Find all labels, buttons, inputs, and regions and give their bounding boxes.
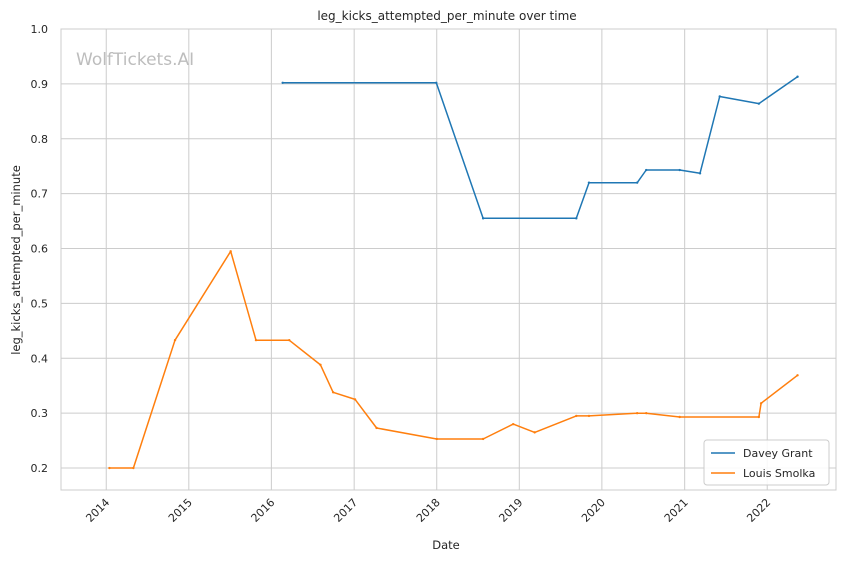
data-point-davey-grant: [587, 181, 591, 184]
x-tick-label: 2020: [579, 496, 608, 525]
data-point-louis-smolka: [173, 338, 177, 342]
legend-label-louis-smolka: Louis Smolka: [743, 467, 815, 480]
data-point-davey-grant: [281, 81, 284, 84]
data-point-louis-smolka: [353, 398, 357, 401]
plot-area-border: [60, 28, 837, 491]
x-tick-label: 2017: [331, 496, 360, 525]
data-point-davey-grant: [481, 217, 485, 220]
y-tick-label: 0.9: [31, 78, 49, 91]
data-point-davey-grant: [698, 172, 702, 175]
data-point-louis-smolka: [635, 411, 639, 415]
x-tick-label: 2016: [249, 496, 278, 525]
series-layer: [108, 75, 799, 470]
x-axis-label: Date: [432, 538, 460, 552]
y-tick-label: 0.2: [31, 462, 49, 475]
data-point-louis-smolka: [132, 466, 135, 470]
data-point-louis-smolka: [319, 363, 322, 367]
grid-lines: [61, 28, 836, 490]
x-tick-label: 2014: [83, 496, 112, 525]
chart-title: leg_kicks_attempted_per_minute over time: [317, 9, 576, 23]
data-point-louis-smolka: [759, 402, 763, 405]
y-tick-label: 1.0: [31, 23, 49, 36]
y-tick-label: 0.6: [31, 243, 49, 256]
data-point-louis-smolka: [229, 250, 232, 253]
x-tick-label: 2021: [662, 496, 691, 525]
data-point-davey-grant: [678, 168, 681, 172]
series-line-davey-grant: [282, 76, 798, 220]
data-point-louis-smolka: [108, 466, 111, 470]
data-point-davey-grant: [718, 95, 721, 98]
y-tick-label: 0.5: [31, 297, 49, 310]
y-tick-label: 0.3: [31, 407, 49, 420]
data-point-louis-smolka: [796, 374, 799, 377]
data-point-louis-smolka: [288, 338, 291, 342]
data-point-louis-smolka: [645, 411, 648, 415]
y-tick-label: 0.4: [31, 352, 49, 365]
y-tick-labels: 0.2 0.3 0.4 0.5 0.6 0.7 0.8 0.9 1.0: [31, 23, 49, 475]
data-point-louis-smolka: [435, 437, 438, 441]
legend: Davey Grant Louis Smolka: [703, 439, 830, 486]
x-tick-label: 2015: [166, 496, 195, 525]
y-tick-label: 0.7: [31, 188, 49, 201]
data-point-louis-smolka: [481, 437, 485, 441]
x-tick-label: 2019: [496, 496, 525, 525]
data-point-davey-grant: [635, 181, 639, 184]
data-point-louis-smolka: [757, 415, 761, 419]
data-point-louis-smolka: [678, 415, 681, 419]
data-point-louis-smolka: [575, 414, 578, 418]
y-axis-label: leg_kicks_attempted_per_minute: [9, 165, 23, 355]
legend-label-davey-grant: Davey Grant: [743, 447, 813, 460]
watermark: WolfTickets.AI: [76, 50, 194, 70]
data-point-louis-smolka: [331, 391, 335, 394]
data-point-louis-smolka: [533, 431, 536, 434]
data-point-louis-smolka: [254, 338, 258, 342]
x-tick-labels: 2014 2015 2016 2017 2018 2019 2020 2021 2022: [83, 496, 773, 525]
data-point-davey-grant: [796, 75, 799, 78]
data-point-davey-grant: [757, 102, 761, 105]
data-point-louis-smolka: [587, 414, 591, 418]
data-point-davey-grant: [435, 81, 438, 84]
x-tick-label: 2022: [744, 496, 773, 525]
data-point-davey-grant: [645, 168, 648, 172]
data-point-louis-smolka: [375, 426, 378, 430]
series-line-louis-smolka: [109, 250, 798, 469]
data-point-louis-smolka: [511, 422, 515, 426]
data-point-davey-grant: [575, 217, 578, 220]
legend-box: [703, 439, 830, 486]
y-tick-label: 0.8: [31, 133, 49, 146]
x-tick-label: 2018: [414, 496, 443, 525]
